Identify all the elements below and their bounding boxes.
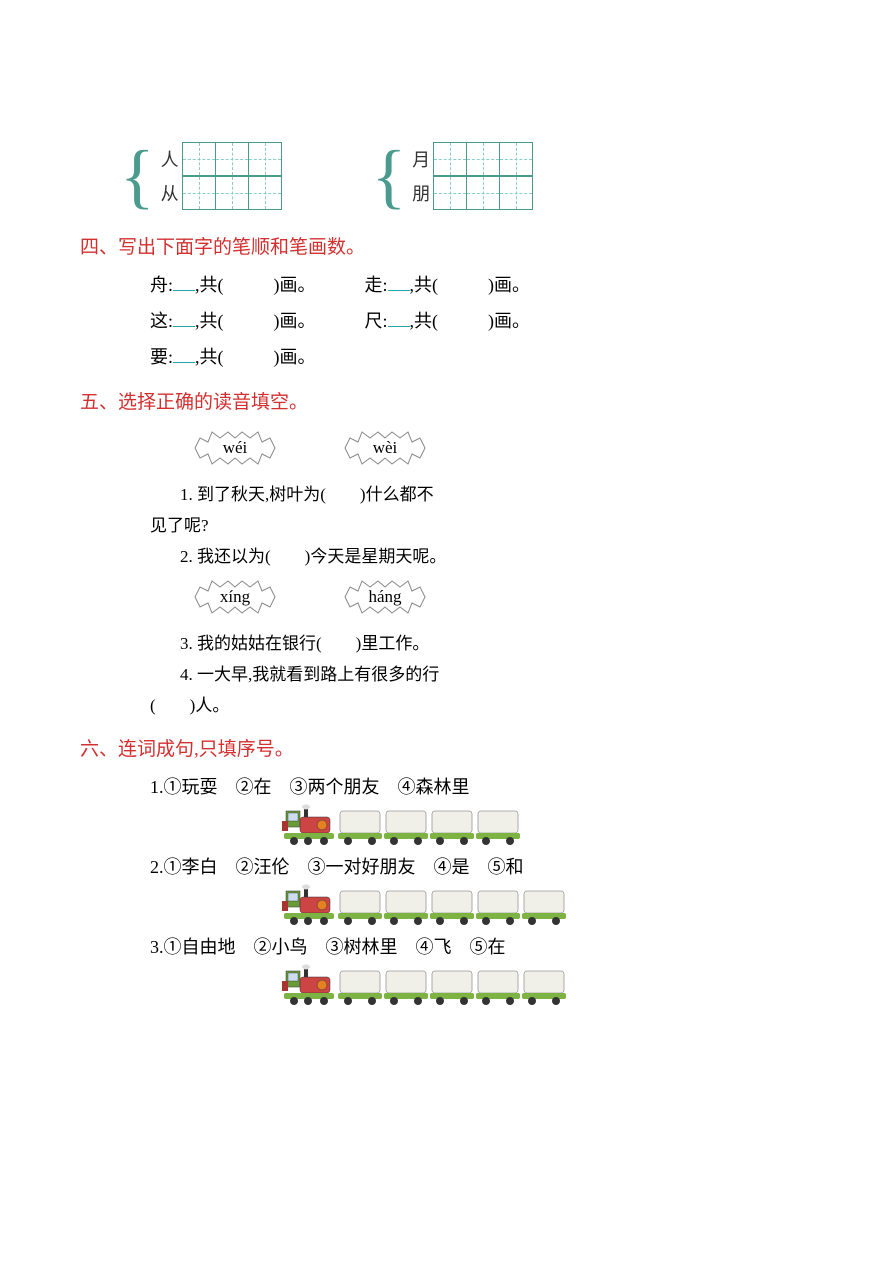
question-line: 2. 我还以为( )今天是星期天呢。	[180, 542, 832, 567]
blank-input[interactable]	[173, 347, 195, 363]
train-loco-icon	[280, 803, 338, 845]
pinyin-label: wéi	[223, 438, 248, 458]
question-line: 3. 我的姑姑在银行( )里工作。	[180, 629, 832, 654]
tian-grid[interactable]	[434, 176, 533, 210]
train-car-input[interactable]	[382, 807, 430, 845]
sentence-words: 1.①玩耍 ②在 ③两个朋友 ④森林里	[150, 773, 832, 799]
brace-icon: {	[120, 140, 155, 212]
pinyin-option[interactable]: háng	[340, 575, 430, 619]
train-car-input[interactable]	[428, 887, 476, 925]
blank-input[interactable]	[173, 311, 195, 327]
train-car-input[interactable]	[474, 967, 522, 1005]
pinyin-option[interactable]: xíng	[190, 575, 280, 619]
section-6-body: 1.①玩耍 ②在 ③两个朋友 ④森林里 2.①李白 ②汪伦 ③一对好朋友 ④是 …	[60, 773, 832, 1005]
train-car-input[interactable]	[428, 807, 476, 845]
tian-grid[interactable]	[183, 176, 282, 210]
question-line: 4. 一大早,我就看到路上有很多的行	[180, 660, 832, 685]
sentence-item: 1.①玩耍 ②在 ③两个朋友 ④森林里	[150, 773, 832, 845]
train-car-input[interactable]	[520, 887, 568, 925]
sentence-item: 3.①自由地 ②小鸟 ③树林里 ④飞 ⑤在	[150, 933, 832, 1005]
stroke-item: 这:,共()画。	[150, 311, 316, 331]
train-car-input[interactable]	[382, 967, 430, 1005]
stroke-item: 舟:,共()画。	[150, 275, 316, 295]
sentence-words: 2.①李白 ②汪伦 ③一对好朋友 ④是 ⑤和	[150, 853, 832, 879]
stroke-item: 走:,共()画。	[365, 275, 531, 295]
brace-icon: {	[372, 140, 407, 212]
train-car-input[interactable]	[336, 887, 384, 925]
stroke-item: 尺:,共()画。	[365, 311, 531, 331]
sentence-item: 2.①李白 ②汪伦 ③一对好朋友 ④是 ⑤和	[150, 853, 832, 925]
section-5-body: wéi wèi 1. 到了秋天,树叶为( )什么都不 见了呢? 2. 我还以为(…	[150, 426, 832, 716]
pinyin-option[interactable]: wéi	[190, 426, 280, 470]
question-line: ( )人。	[150, 691, 832, 716]
train-row	[280, 883, 832, 925]
train-car-input[interactable]	[474, 887, 522, 925]
char-label: 朋	[408, 180, 434, 206]
train-car-input[interactable]	[382, 887, 430, 925]
section-4-body: 舟:,共()画。 走:,共()画。 这:,共()画。 尺:,共()画。 要:,共…	[60, 271, 832, 369]
train-car-input[interactable]	[474, 807, 522, 845]
sentence-words: 3.①自由地 ②小鸟 ③树林里 ④飞 ⑤在	[150, 933, 832, 959]
pinyin-label: wèi	[373, 438, 398, 458]
train-loco-icon	[280, 883, 338, 925]
char-label: 月	[408, 146, 434, 172]
section-5-title: 五、选择正确的读音填空。	[80, 387, 832, 414]
section-6-title: 六、连词成句,只填序号。	[80, 734, 832, 761]
blank-input[interactable]	[388, 311, 410, 327]
blank-input[interactable]	[173, 275, 195, 291]
stroke-item: 要:,共()画。	[150, 347, 316, 367]
train-car-input[interactable]	[336, 807, 384, 845]
character-grid-section: { 人 从 { 月	[120, 140, 832, 212]
char-label: 人	[157, 146, 183, 172]
train-car-input[interactable]	[336, 967, 384, 1005]
question-line: 1. 到了秋天,树叶为( )什么都不	[180, 480, 832, 505]
question-line: 见了呢?	[150, 511, 832, 536]
pinyin-option[interactable]: wèi	[340, 426, 430, 470]
pinyin-label: xíng	[220, 587, 250, 607]
train-row	[280, 803, 832, 845]
train-row	[280, 963, 832, 1005]
tian-grid[interactable]	[183, 142, 282, 176]
tian-grid[interactable]	[434, 142, 533, 176]
section-4-title: 四、写出下面字的笔顺和笔画数。	[80, 232, 832, 259]
pinyin-label: háng	[368, 587, 401, 607]
train-car-input[interactable]	[428, 967, 476, 1005]
blank-input[interactable]	[388, 275, 410, 291]
char-label: 从	[157, 180, 183, 206]
train-loco-icon	[280, 963, 338, 1005]
train-car-input[interactable]	[520, 967, 568, 1005]
